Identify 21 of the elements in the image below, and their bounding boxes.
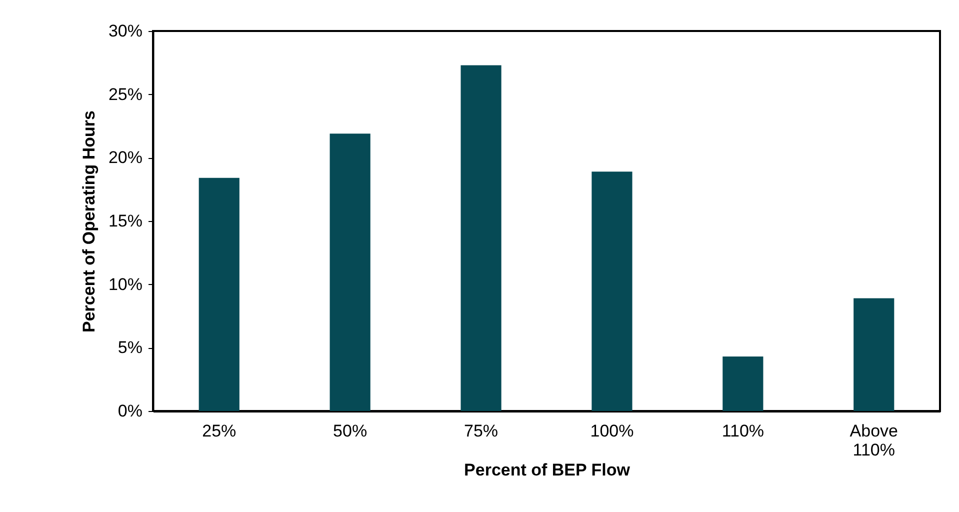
bar <box>592 172 632 411</box>
bar <box>854 298 894 411</box>
y-tick-label: 25% <box>108 84 142 104</box>
x-tick-label: 50% <box>333 422 368 440</box>
x-tick-label: 25% <box>202 422 236 440</box>
y-tick-label: 15% <box>108 212 142 230</box>
x-axis-title: Percent of BEP Flow <box>464 460 631 480</box>
bar <box>330 134 370 411</box>
x-tick-label: 110% <box>722 422 764 440</box>
x-tick-label: 75% <box>464 422 498 440</box>
bar <box>722 356 764 411</box>
x-tick-label: Above 110% <box>850 422 898 460</box>
y-tick-label: 10% <box>108 274 142 294</box>
x-tick-label: 100% <box>590 422 634 440</box>
bar <box>198 178 240 411</box>
y-tick-label: 5% <box>118 338 142 358</box>
y-axis-title: Percent of Operating Hours <box>79 110 98 332</box>
bar <box>460 65 502 411</box>
y-tick-label: 30% <box>108 22 142 40</box>
y-tick-label: 20% <box>108 148 142 168</box>
y-tick-label: 0% <box>118 402 142 420</box>
